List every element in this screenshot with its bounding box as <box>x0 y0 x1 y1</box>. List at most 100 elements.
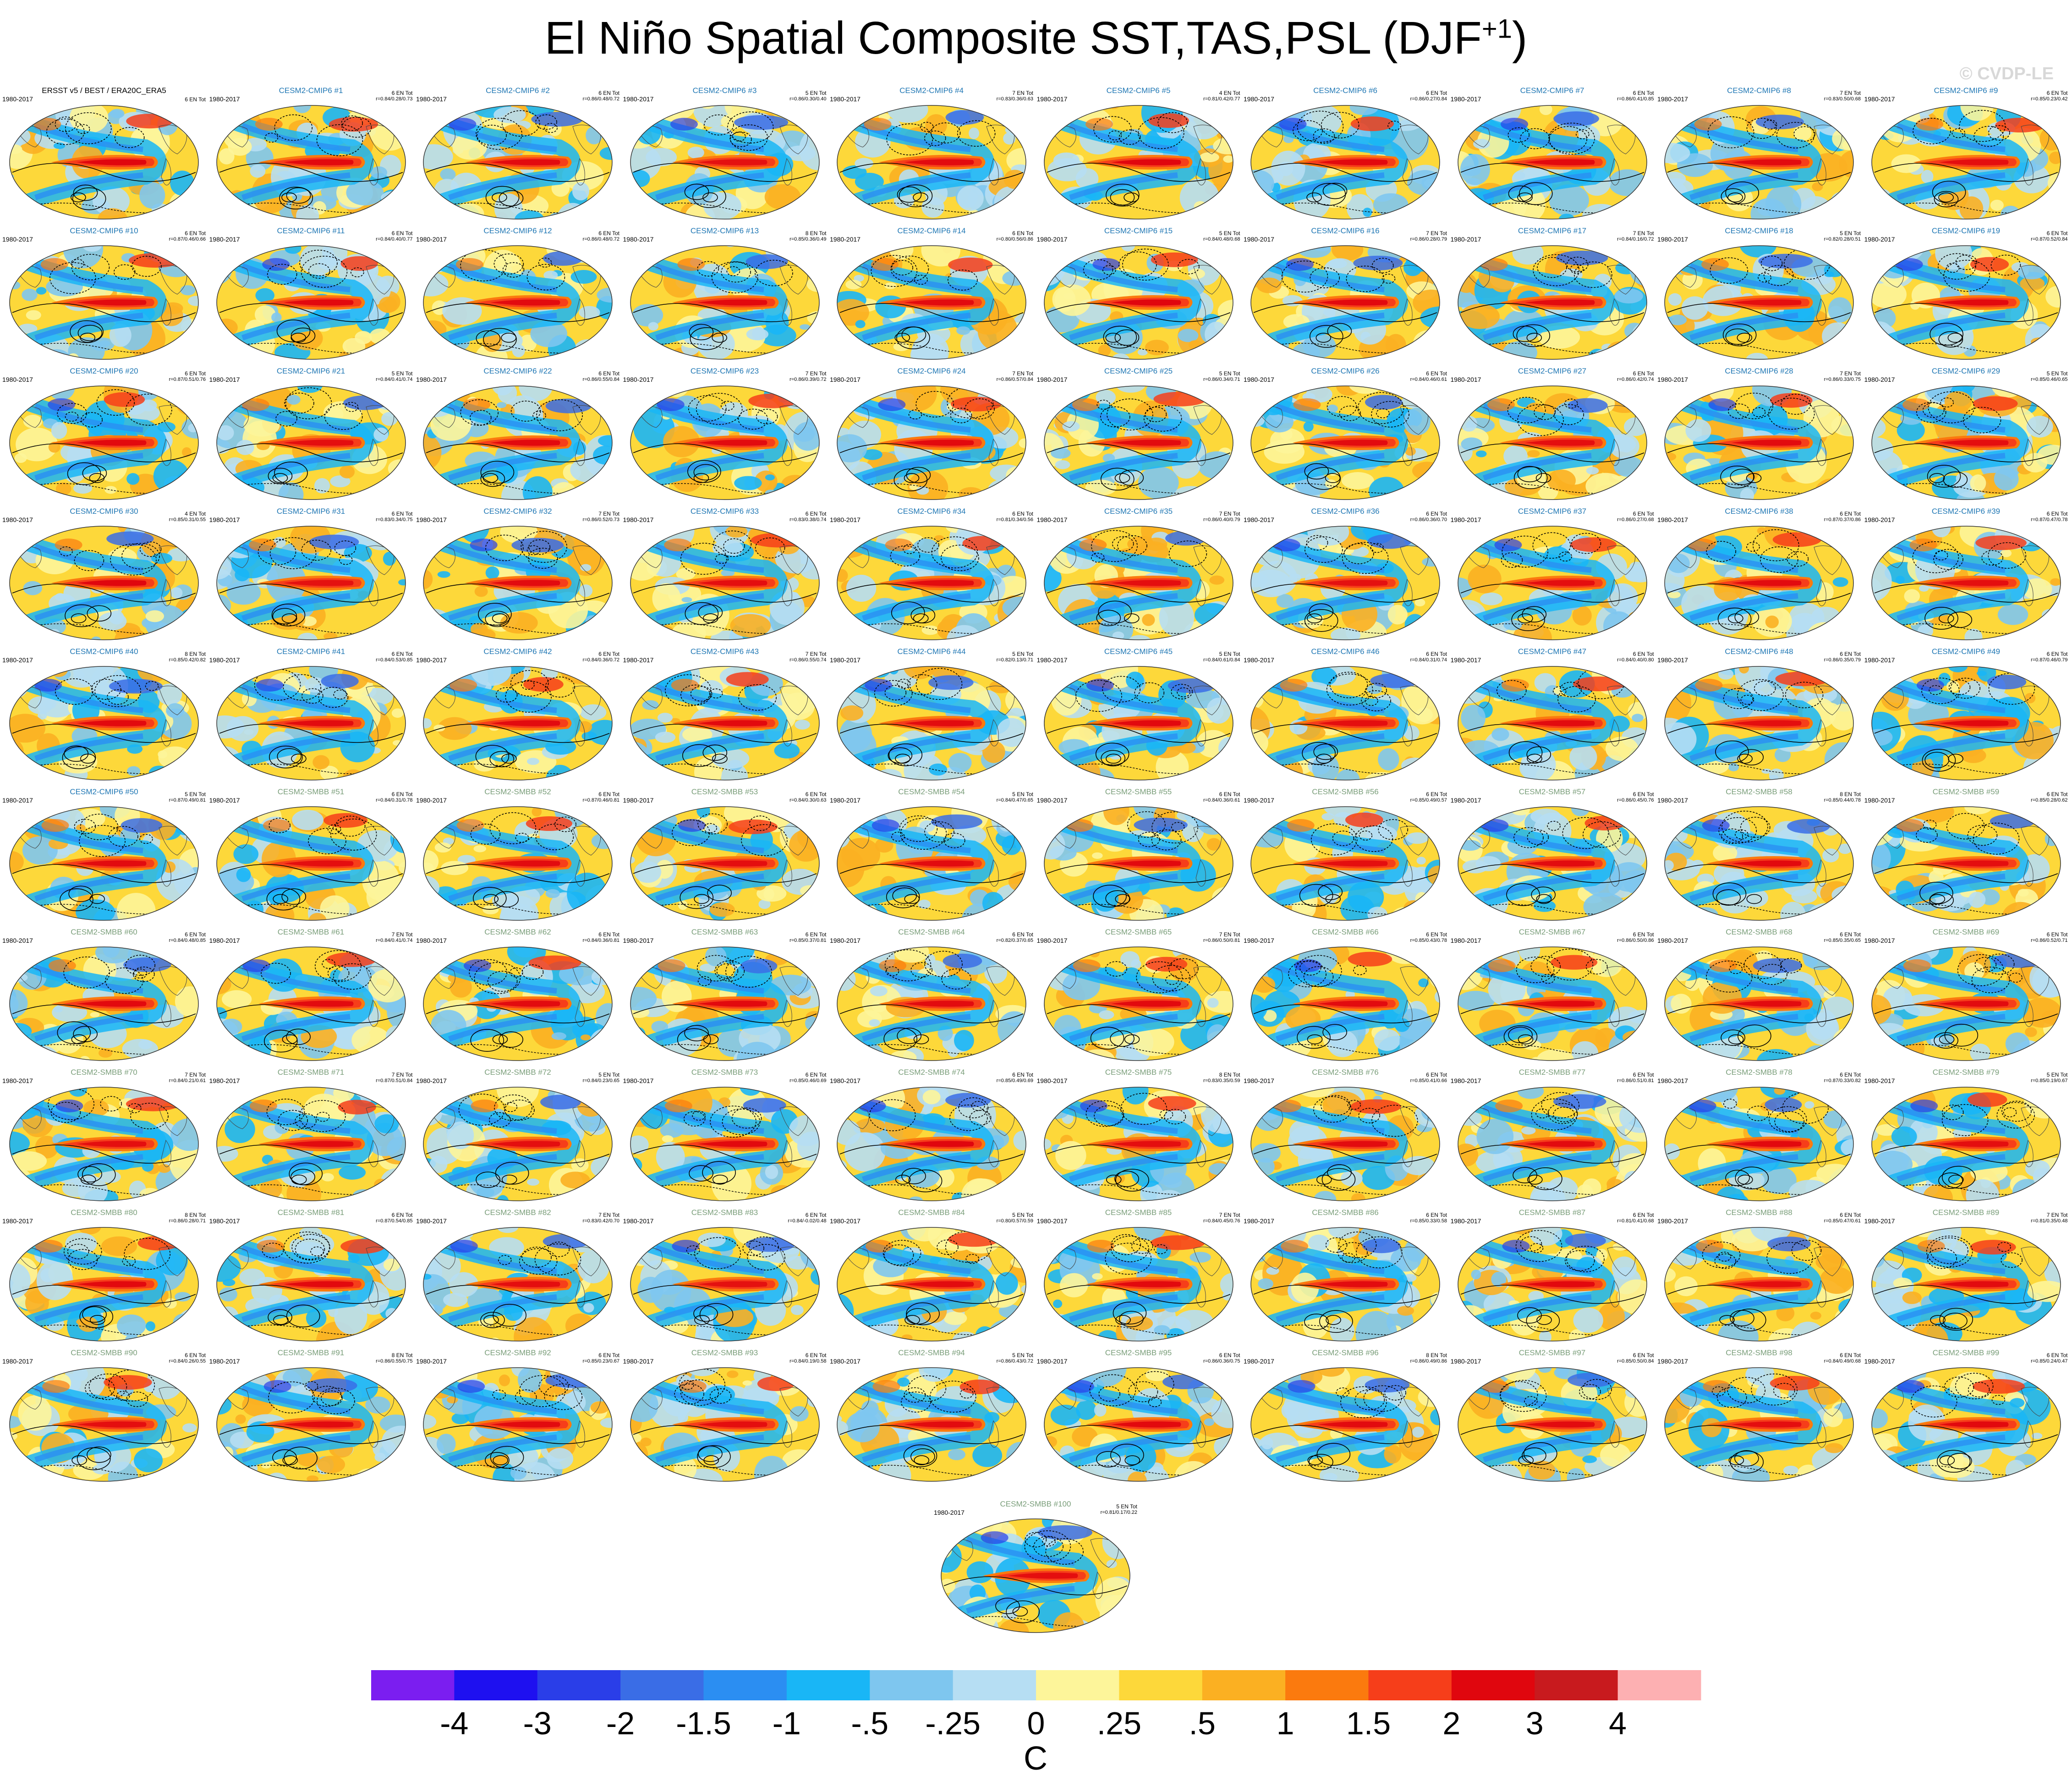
composite-map <box>423 946 613 1061</box>
panel-event-count: 5 EN Tot <box>1116 1503 1137 1510</box>
composite-map <box>216 1087 406 1201</box>
panel-event-count: 6 EN Tot <box>1633 1072 1654 1078</box>
panel-title: CESM2-CMIP6 #25 <box>1104 367 1173 375</box>
panel-title: CESM2-SMBB #68 <box>1726 928 1792 936</box>
panel-pattern-correlation: r=0.85/0.46/0.69 <box>789 1078 827 1083</box>
panel-period: 1980-2017 <box>1864 937 1895 944</box>
map-panel: CESM2-CMIP6 #40 1980-2017 8 EN Tot r=0.85/0… <box>1 647 207 786</box>
panel-period: 1980-2017 <box>209 1358 240 1365</box>
panel-title: CESM2-SMBB #67 <box>1518 928 1586 936</box>
panel-period: 1980-2017 <box>1864 656 1895 664</box>
panel-title: CESM2-SMBB #79 <box>1932 1068 2000 1077</box>
panel-title: CESM2-SMBB #62 <box>484 928 551 936</box>
composite-map <box>1871 526 2061 640</box>
panel-period: 1980-2017 <box>1450 937 1481 944</box>
panel-pattern-correlation: r=0.84/0.41/0.74 <box>376 377 413 382</box>
panel-event-count: 5 EN Tot <box>1840 230 1861 236</box>
map-panel: CESM2-SMBB #87 1980-2017 6 EN Tot r=0.81/0.… <box>1450 1208 1655 1347</box>
composite-map <box>216 666 406 781</box>
map-panel: CESM2-CMIP6 #7 1980-2017 6 EN Tot r=0.86/0.… <box>1450 86 1655 225</box>
panel-pattern-correlation: r=0.87/0.46/0.81 <box>582 797 619 803</box>
panel-pattern-correlation: r=0.86/0.55/0.74 <box>789 657 827 663</box>
panel-pattern-correlation: r=0.84/0.21/0.61 <box>169 1078 206 1083</box>
colorbar-tick-label: 2 <box>1442 1705 1461 1741</box>
panel-title: CESM2-CMIP6 #36 <box>1311 507 1380 516</box>
panel-event-count: 6 EN Tot <box>391 791 413 797</box>
composite-map <box>9 806 199 921</box>
map-panel: CESM2-CMIP6 #17 1980-2017 7 EN Tot r=0.84/0… <box>1450 226 1655 365</box>
panel-period: 1980-2017 <box>2 1077 33 1084</box>
panel-event-count: 5 EN Tot <box>1219 370 1240 377</box>
panel-event-count: 5 EN Tot <box>598 1072 619 1078</box>
panel-period: 1980-2017 <box>1244 1358 1274 1365</box>
panel-pattern-correlation: r=0.84/0.36/0.72 <box>582 657 619 663</box>
panel-event-count: 5 EN Tot <box>2046 370 2068 377</box>
map-panel: CESM2-CMIP6 #4 1980-2017 7 EN Tot r=0.83/0.… <box>829 86 1034 225</box>
panel-pattern-correlation: r=0.80/0.57/0.59 <box>996 1218 1033 1224</box>
panel-period: 1980-2017 <box>2 376 33 383</box>
panel-period: 1980-2017 <box>1244 937 1274 944</box>
panel-pattern-correlation: r=0.86/0.50/0.81 <box>1203 938 1240 943</box>
panel-event-count: 6 EN Tot <box>1426 931 1447 938</box>
panel-pattern-correlation: r=0.87/0.47/0.78 <box>2031 517 2068 522</box>
panel-title: CESM2-SMBB #52 <box>484 787 551 796</box>
panel-pattern-correlation: r=0.82/0.28/0.51 <box>1824 236 1861 242</box>
panel-pattern-correlation: r=0.87/0.51/0.84 <box>376 1078 413 1083</box>
panel-period: 1980-2017 <box>830 1077 861 1084</box>
map-panel: CESM2-CMIP6 #6 1980-2017 6 EN Tot r=0.86/0.… <box>1243 86 1448 225</box>
panel-pattern-correlation: r=0.81/0.42/0.77 <box>1203 96 1240 102</box>
composite-map <box>1664 1367 1854 1482</box>
panel-event-count: 6 EN Tot <box>185 96 206 103</box>
colorbar-tick-label: -.5 <box>851 1705 889 1741</box>
panel-title: CESM2-CMIP6 #6 <box>1313 86 1377 95</box>
panel-period: 1980-2017 <box>623 656 654 664</box>
composite-map <box>1871 385 2061 500</box>
composite-map <box>1664 806 1854 921</box>
panel-title: CESM2-SMBB #87 <box>1518 1208 1586 1217</box>
panel-period: 1980-2017 <box>1657 937 1688 944</box>
composite-map <box>1871 946 2061 1061</box>
panel-period: 1980-2017 <box>830 1217 861 1225</box>
panel-pattern-correlation: r=0.85/0.31/0.55 <box>169 517 206 522</box>
composite-map <box>1457 1367 1647 1482</box>
map-panel: CESM2-SMBB #86 1980-2017 6 EN Tot r=0.85/0.… <box>1243 1208 1448 1347</box>
panel-period: 1980-2017 <box>1036 236 1068 243</box>
panel-event-count: 7 EN Tot <box>2046 1212 2068 1218</box>
panel-period: 1980-2017 <box>1244 797 1274 804</box>
panel-event-count: 6 EN Tot <box>1633 1212 1654 1218</box>
map-panel: CESM2-SMBB #88 1980-2017 6 EN Tot r=0.85/0.… <box>1656 1208 1862 1347</box>
panel-event-count: 6 EN Tot <box>1633 511 1654 517</box>
map-panel: CESM2-CMIP6 #20 1980-2017 6 EN Tot r=0.87/0… <box>1 367 207 505</box>
panel-period: 1980-2017 <box>1036 376 1068 383</box>
colorbar-tick-label: .25 <box>1096 1705 1142 1741</box>
composite-map <box>9 946 199 1061</box>
panel-event-count: 4 EN Tot <box>185 511 206 517</box>
panel-period: 1980-2017 <box>934 1509 965 1516</box>
map-panel: CESM2-SMBB #65 1980-2017 7 EN Tot r=0.86/0.… <box>1036 928 1241 1066</box>
map-panel: CESM2-CMIP6 #30 1980-2017 4 EN Tot r=0.85/0… <box>1 507 207 645</box>
composite-map <box>423 666 613 781</box>
map-panel: CESM2-CMIP6 #39 1980-2017 6 EN Tot r=0.87/0… <box>1864 507 2069 645</box>
composite-map <box>1871 1227 2061 1342</box>
composite-map <box>1457 385 1647 500</box>
panel-event-count: 6 EN Tot <box>2046 90 2068 96</box>
panel-period: 1980-2017 <box>2 797 33 804</box>
composite-map <box>837 105 1026 220</box>
panel-title: CESM2-CMIP6 #27 <box>1518 367 1587 375</box>
panel-title: CESM2-SMBB #77 <box>1518 1068 1586 1077</box>
panel-event-count: 6 EN Tot <box>805 1212 827 1218</box>
composite-map <box>1043 245 1233 360</box>
colorbar-swatch <box>620 1670 704 1700</box>
panel-period: 1980-2017 <box>1864 376 1895 383</box>
panel-pattern-correlation: r=0.85/0.24/0.47 <box>2031 1358 2068 1364</box>
panel-title: CESM2-SMBB #55 <box>1105 787 1172 796</box>
panel-title: CESM2-CMIP6 #18 <box>1725 226 1793 235</box>
panel-period: 1980-2017 <box>1244 1217 1274 1225</box>
colorbar-tick-label: 1.5 <box>1346 1705 1391 1741</box>
composite-map <box>216 1367 406 1482</box>
composite-map <box>1457 1227 1647 1342</box>
panel-period: 1980-2017 <box>209 1077 240 1084</box>
panel-pattern-correlation: r=0.84/0.46/0.61 <box>1410 377 1447 382</box>
panel-title: CESM2-SMBB #69 <box>1932 928 2000 936</box>
composite-map <box>630 526 820 640</box>
